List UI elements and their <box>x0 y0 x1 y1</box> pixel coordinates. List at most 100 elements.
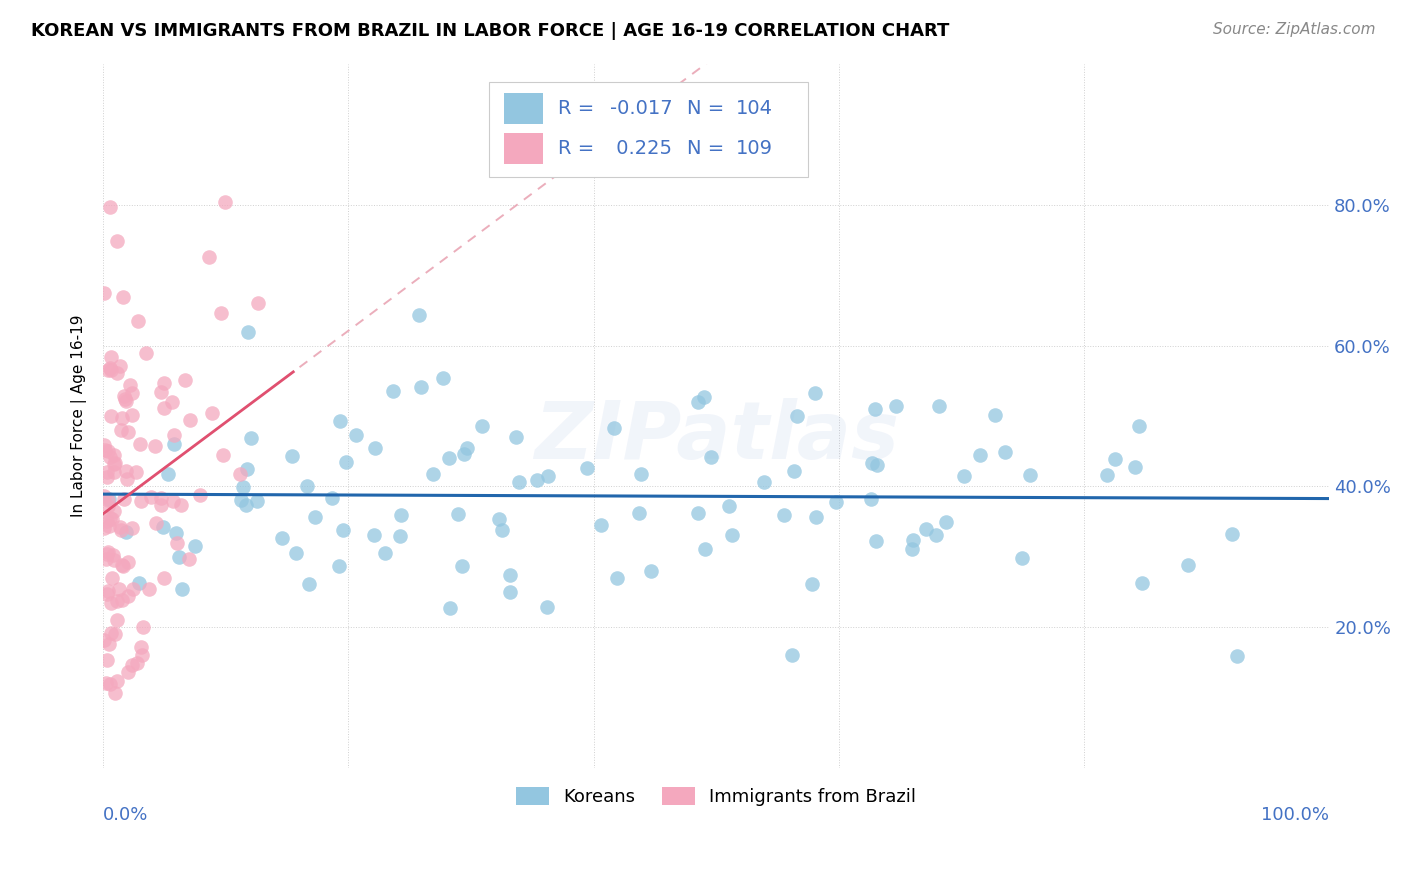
Point <box>103 503 125 517</box>
Point <box>285 546 308 560</box>
Point <box>98 361 121 376</box>
Point <box>389 508 412 522</box>
Point <box>1123 459 1146 474</box>
Point <box>100 409 122 423</box>
Point <box>994 445 1017 459</box>
Point <box>135 345 157 359</box>
Point <box>236 462 259 476</box>
FancyBboxPatch shape <box>489 82 808 177</box>
Point <box>508 475 530 489</box>
Point <box>344 427 367 442</box>
Bar <box>505 133 543 164</box>
Point <box>105 366 128 380</box>
Point <box>783 464 806 478</box>
Point <box>589 518 612 533</box>
Point <box>576 461 599 475</box>
Point <box>114 464 136 478</box>
Point <box>107 593 129 607</box>
Point <box>491 523 513 537</box>
Point <box>117 665 139 679</box>
Point <box>100 351 122 365</box>
Point <box>374 546 396 560</box>
Text: 100.0%: 100.0% <box>1261 806 1329 824</box>
Point <box>304 510 326 524</box>
Point <box>1226 648 1249 663</box>
Point <box>112 491 135 506</box>
Point <box>695 542 717 557</box>
Point <box>93 521 115 535</box>
Legend: Koreans, Immigrants from Brazil: Koreans, Immigrants from Brazil <box>510 781 922 812</box>
Point <box>408 308 430 322</box>
Point <box>110 519 132 533</box>
Point <box>97 363 120 377</box>
Point <box>94 442 117 457</box>
Point <box>925 527 948 541</box>
Point <box>108 582 131 597</box>
Point <box>363 528 385 542</box>
Point <box>98 450 121 464</box>
Point <box>381 384 404 399</box>
Point <box>121 409 143 423</box>
Point <box>752 475 775 489</box>
Point <box>229 467 252 481</box>
Point <box>145 516 167 530</box>
Point <box>112 558 135 573</box>
Point <box>866 458 889 472</box>
Point <box>953 469 976 483</box>
Point <box>886 399 908 413</box>
Point <box>97 637 120 651</box>
Point <box>163 428 186 442</box>
Point <box>132 620 155 634</box>
Point <box>915 522 938 536</box>
Point <box>179 413 201 427</box>
Point <box>246 295 269 310</box>
Point <box>825 495 848 509</box>
Text: 109: 109 <box>735 139 773 158</box>
Point <box>110 523 132 537</box>
Point <box>453 447 475 461</box>
Point <box>499 584 522 599</box>
Point <box>162 395 184 409</box>
Point <box>321 491 343 505</box>
Point <box>101 512 124 526</box>
Point <box>170 582 193 597</box>
Point <box>627 506 650 520</box>
Point <box>721 528 744 542</box>
Point <box>235 498 257 512</box>
Point <box>184 539 207 553</box>
Point <box>780 648 803 662</box>
Point <box>437 450 460 465</box>
Point <box>117 472 139 486</box>
Point <box>718 500 741 514</box>
Point <box>499 567 522 582</box>
Point <box>121 658 143 673</box>
Point <box>693 391 716 405</box>
Point <box>101 548 124 562</box>
Point <box>240 432 263 446</box>
Point <box>212 448 235 462</box>
Point <box>98 677 121 691</box>
Point <box>96 514 118 528</box>
Point <box>114 389 136 403</box>
Point <box>100 511 122 525</box>
Point <box>451 558 474 573</box>
Point <box>903 533 925 547</box>
Point <box>806 509 828 524</box>
Point <box>131 648 153 662</box>
Point <box>114 392 136 406</box>
Point <box>162 494 184 508</box>
Point <box>328 559 350 574</box>
Point <box>232 480 254 494</box>
Point <box>97 584 120 599</box>
Point <box>928 399 950 413</box>
Point <box>94 552 117 566</box>
Point <box>606 571 628 585</box>
Point <box>772 508 794 522</box>
Bar <box>505 93 543 124</box>
Text: 0.225: 0.225 <box>610 139 672 158</box>
Point <box>108 359 131 374</box>
Point <box>1019 468 1042 483</box>
Point <box>231 492 253 507</box>
Point <box>800 577 823 591</box>
Point <box>111 290 134 304</box>
